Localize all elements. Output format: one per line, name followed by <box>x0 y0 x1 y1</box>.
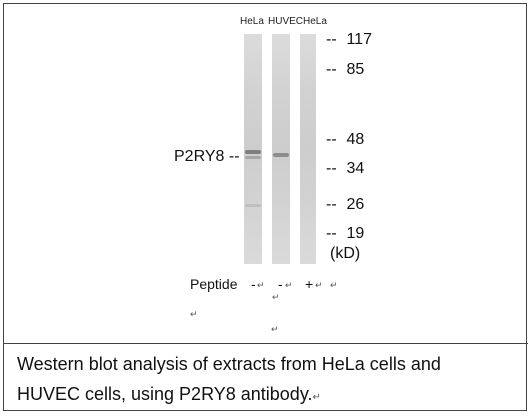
return-mark: ↵ <box>285 280 293 290</box>
unit-label: (kD) <box>330 245 361 262</box>
blot-lane-hela-peptide <box>300 34 316 264</box>
band-p2ry8-lower <box>245 156 261 159</box>
marker-34: -- 34 <box>326 160 365 177</box>
peptide-sign-hela: - <box>251 276 256 292</box>
band-faint <box>245 204 261 207</box>
marker-117: -- 117 <box>326 31 372 48</box>
peptide-sign-hela-blocked: + <box>305 276 314 292</box>
caption-line-1: Western blot analysis of extracts from H… <box>17 354 441 374</box>
return-mark: ↵ <box>257 280 265 290</box>
blot-lane-hela <box>244 34 262 264</box>
lane-header-hela-1: HeLa <box>240 16 264 27</box>
return-mark: ↵ <box>190 309 198 319</box>
blot-lane-huvec <box>272 34 290 264</box>
marker-19: -- 19 <box>326 225 365 242</box>
blot-figure: HeLa HUVEC HeLa P2RY8 -- -- 117 -- 85 --… <box>4 4 528 344</box>
band-p2ry8 <box>273 153 289 157</box>
lane-header-huvec: HUVEC <box>268 16 304 27</box>
caption-line-2: HUVEC cells, using P2RY8 antibody.↵ <box>17 384 321 404</box>
band-p2ry8-strong <box>245 150 261 154</box>
figure-caption: Western blot analysis of extracts from H… <box>17 349 517 413</box>
peptide-sign-huvec: - <box>278 276 283 292</box>
protein-label: P2RY8 -- <box>174 148 240 165</box>
marker-85: -- 85 <box>326 61 365 78</box>
figure-frame: HeLa HUVEC HeLa P2RY8 -- -- 117 -- 85 --… <box>3 3 528 413</box>
return-mark: ↵ <box>315 280 323 290</box>
lane-header-hela-2: HeLa <box>303 16 327 27</box>
marker-26: -- 26 <box>326 196 365 213</box>
return-mark: ↵ <box>330 280 338 290</box>
return-mark: ↵ <box>271 324 279 334</box>
return-mark: ↵ <box>272 292 280 302</box>
peptide-label: Peptide <box>190 276 238 292</box>
marker-48: -- 48 <box>326 131 365 148</box>
